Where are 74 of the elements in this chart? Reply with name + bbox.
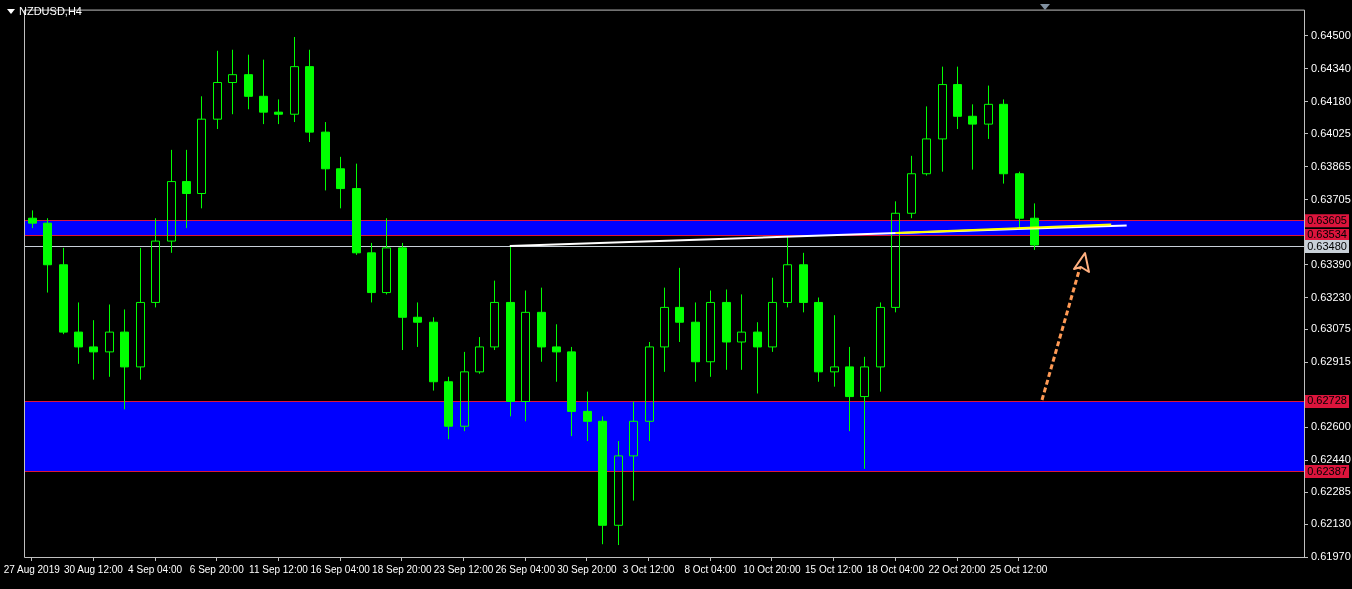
y-tick-label: 0.62440 [1311, 453, 1351, 466]
candlestick [136, 247, 145, 381]
x-tick-label: 15 Oct 12:00 [805, 563, 863, 575]
x-tick-label: 18 Sep 20:00 [372, 563, 433, 575]
ref-line-label: 0.62728 [1307, 394, 1347, 407]
candlestick [737, 293, 746, 371]
candlestick [167, 149, 176, 254]
y-tick-label: 0.63075 [1311, 322, 1351, 335]
candlestick [521, 290, 530, 422]
candlestick [197, 95, 206, 209]
x-tick-label: 30 Aug 12:00 [63, 563, 124, 575]
candlestick [799, 252, 808, 313]
candlestick [382, 217, 391, 295]
candlestick [891, 200, 900, 313]
y-tick-label: 0.61970 [1311, 550, 1351, 563]
y-tick-label: 0.64025 [1311, 126, 1351, 139]
candlestick [105, 304, 114, 378]
candlestick [182, 149, 191, 229]
candlestick [614, 440, 623, 546]
x-tick-label: 27 Aug 2019 [3, 563, 61, 575]
y-tick-label: 0.64180 [1311, 94, 1351, 107]
x-tick-label: 11 Sep 12:00 [249, 563, 309, 575]
x-tick-label: 26 Sep 04:00 [495, 563, 556, 575]
x-tick-label: 4 Sep 04:00 [128, 563, 183, 575]
candlestick [922, 105, 931, 177]
candlestick [305, 49, 314, 143]
candlestick [907, 155, 916, 219]
x-tick-label: 16 Sep 04:00 [310, 563, 371, 575]
candlestick [398, 242, 407, 351]
ref-line-label: 0.63480 [1307, 239, 1347, 252]
y-tick-label: 0.63390 [1311, 257, 1351, 270]
y-tick-label: 0.62915 [1311, 355, 1351, 368]
y-tick-label: 0.62600 [1311, 420, 1351, 433]
candlestick [228, 49, 237, 115]
candlestick [629, 401, 638, 502]
ref-line-label: 0.63534 [1307, 228, 1347, 241]
candlestick [244, 54, 253, 110]
y-tick-label: 0.62130 [1311, 517, 1351, 530]
x-tick-label: 22 Oct 20:00 [928, 563, 987, 575]
y-tick-label: 0.63865 [1311, 159, 1351, 172]
candlestick [984, 85, 993, 140]
candlestick [59, 247, 68, 335]
ref-line-label: 0.63605 [1307, 213, 1347, 226]
candlestick [938, 66, 947, 173]
y-tick-label: 0.64500 [1311, 28, 1351, 41]
candlestick [151, 217, 160, 308]
candlestick [213, 50, 222, 130]
x-tick-label: 8 Oct 04:00 [684, 563, 737, 575]
candlestick [783, 235, 792, 308]
candlestick [768, 277, 777, 353]
candlestick [830, 314, 839, 388]
x-tick-label: 18 Oct 04:00 [866, 563, 925, 575]
candlestick [860, 356, 869, 470]
y-tick-label: 0.62285 [1311, 485, 1351, 498]
ref-line-label: 0.62387 [1307, 464, 1347, 477]
candlestick [706, 290, 715, 378]
x-tick-label: 6 Sep 20:00 [189, 563, 245, 575]
candlestick [645, 341, 654, 442]
x-tick-label: 10 Oct 20:00 [743, 563, 802, 575]
x-tick-label: 23 Sep 12:00 [433, 563, 494, 575]
x-tick-label: 30 Sep 20:00 [557, 563, 618, 575]
candlestick [460, 351, 469, 432]
candlestick [660, 287, 669, 373]
candlestick [876, 301, 885, 393]
x-tick-label: 3 Oct 12:00 [622, 563, 675, 575]
y-tick-label: 0.63705 [1311, 192, 1351, 205]
candlestick [290, 36, 299, 123]
candlestick [567, 346, 576, 437]
y-tick-label: 0.64340 [1311, 61, 1351, 74]
candlestick [490, 280, 499, 351]
candlestick [953, 66, 962, 130]
x-tick-label: 25 Oct 12:00 [990, 563, 1048, 575]
chart-title: NZDUSD,H4 [19, 5, 82, 17]
y-tick-label: 0.63230 [1311, 290, 1351, 303]
